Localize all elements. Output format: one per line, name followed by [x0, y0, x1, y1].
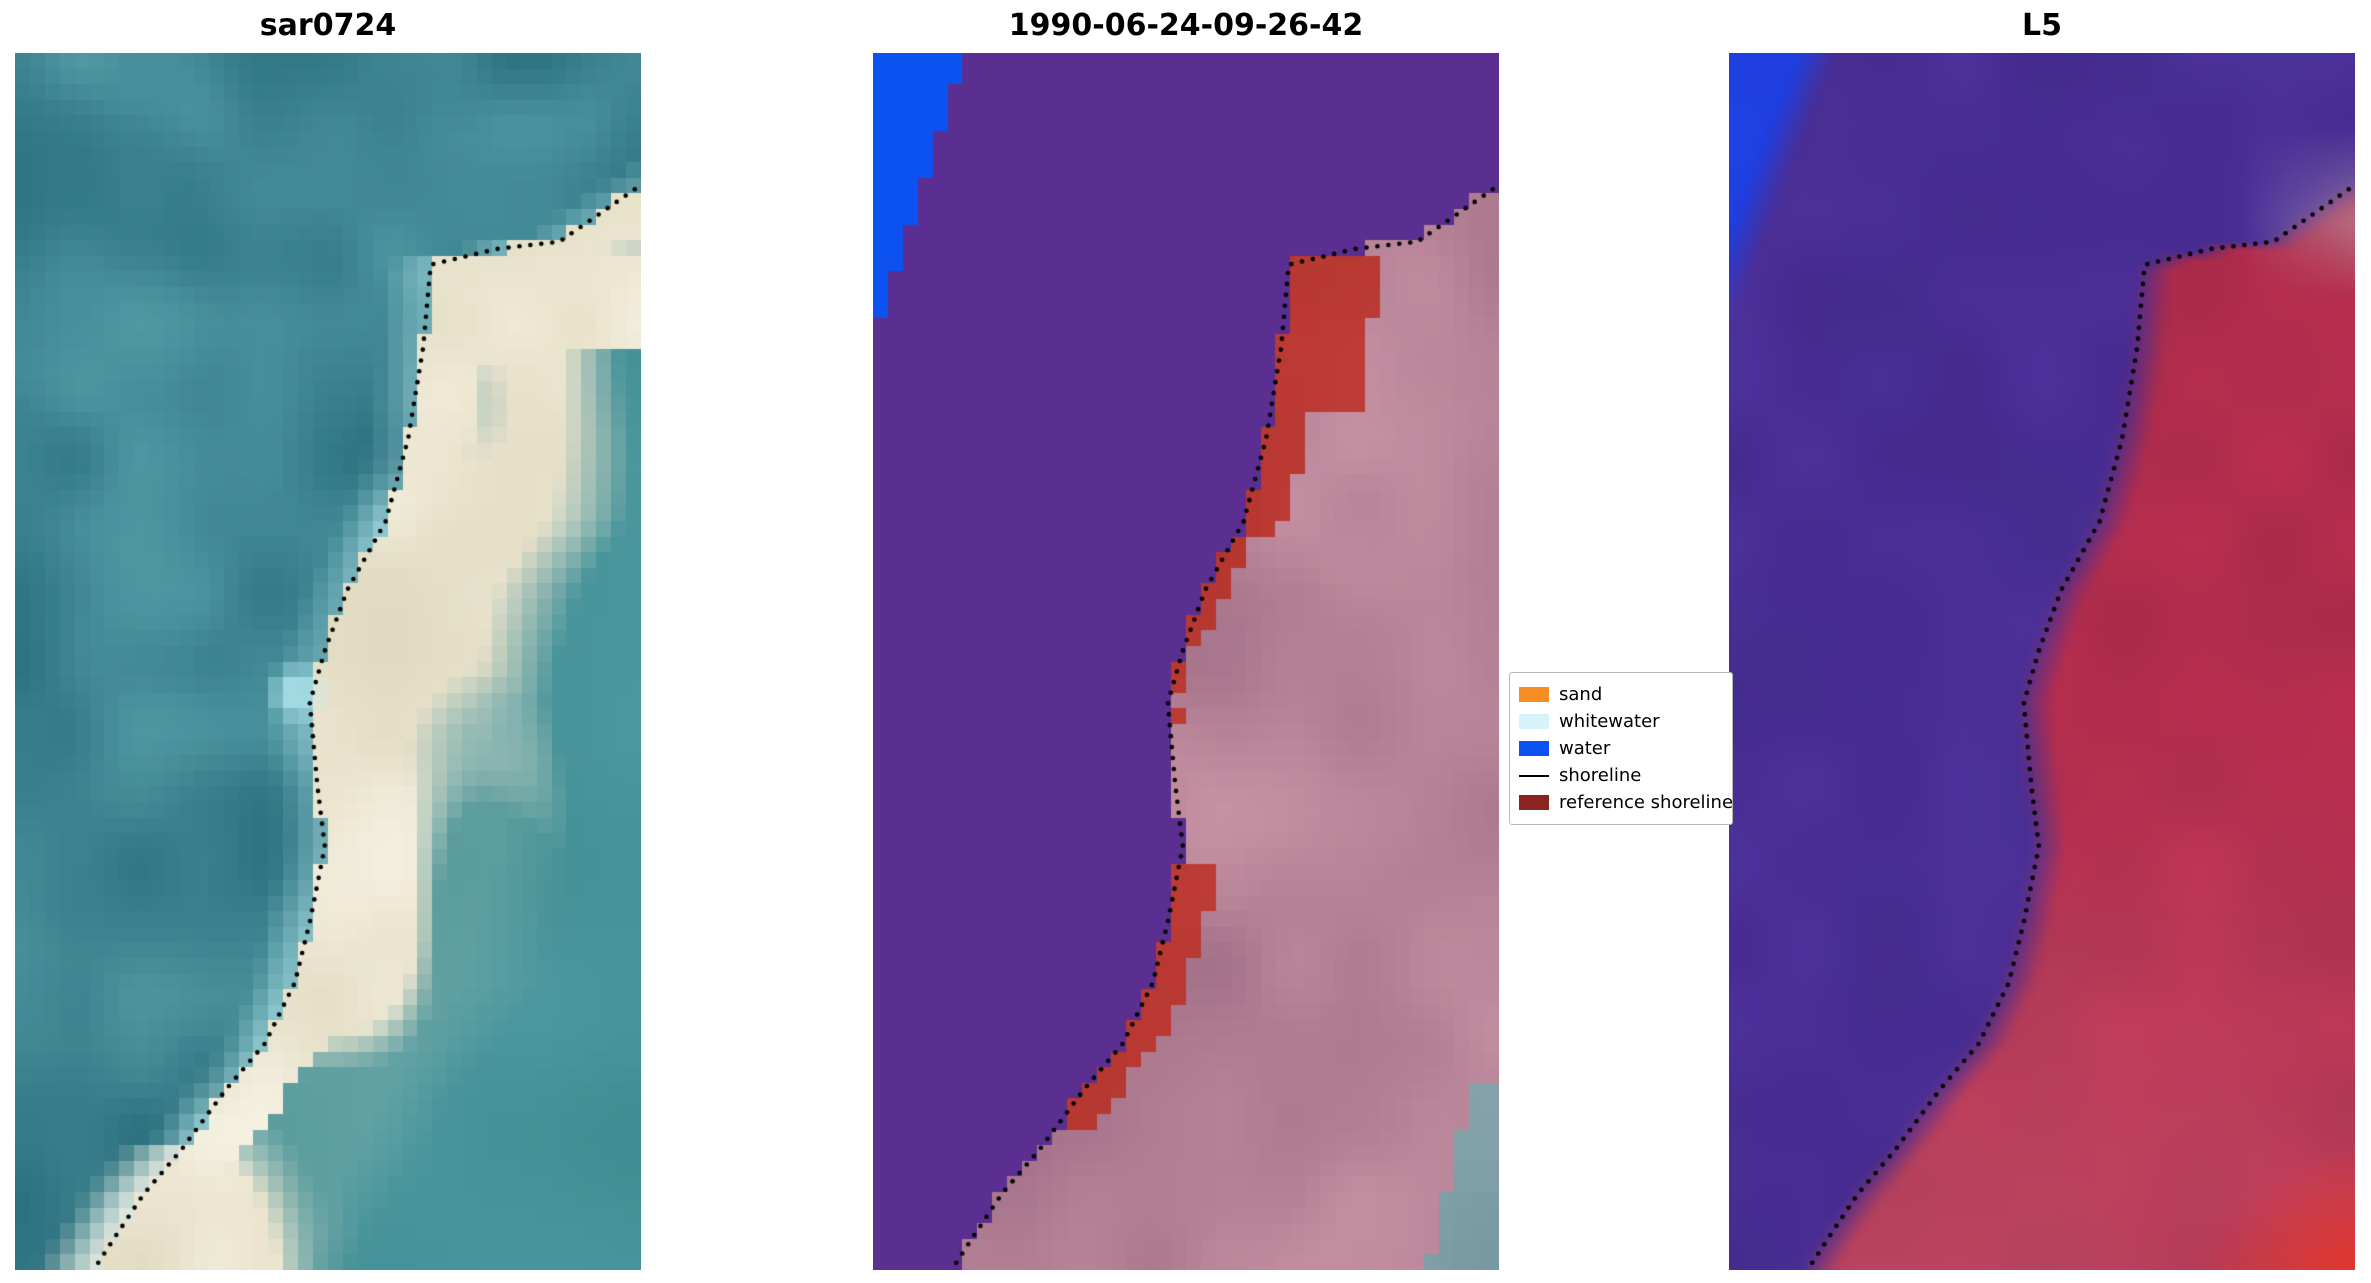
whitewater-swatch-icon	[1519, 714, 1549, 729]
legend: sand whitewater water shoreline referenc…	[1509, 672, 1733, 825]
classification-image	[873, 53, 1499, 1270]
sand-swatch-icon	[1519, 687, 1549, 702]
water-swatch-icon	[1519, 741, 1549, 756]
legend-item-shoreline: shoreline	[1519, 762, 1732, 789]
panel-title-l5: L5	[2022, 8, 2062, 43]
reference-shoreline-swatch-icon	[1519, 795, 1549, 810]
legend-item-whitewater: whitewater	[1519, 708, 1732, 735]
panel-sar0724: sar0724	[15, 8, 641, 1270]
shoreline-line-icon	[1519, 774, 1549, 777]
panel-l5: L5	[1729, 8, 2355, 1270]
panel-classification: 1990-06-24-09-26-42	[873, 8, 1499, 1270]
legend-item-water: water	[1519, 735, 1732, 762]
legend-label-water: water	[1559, 738, 1611, 759]
legend-item-sand: sand	[1519, 681, 1732, 708]
legend-label-shoreline: shoreline	[1559, 765, 1642, 786]
sar-image	[15, 53, 641, 1270]
legend-label-sand: sand	[1559, 684, 1603, 705]
legend-label-whitewater: whitewater	[1559, 711, 1660, 732]
panel-title-sar0724: sar0724	[259, 8, 397, 43]
l5-rgb-image	[1729, 53, 2355, 1270]
panel-title-classification: 1990-06-24-09-26-42	[1008, 8, 1364, 43]
legend-item-reference-shoreline: reference shoreline	[1519, 789, 1732, 816]
legend-label-reference-shoreline: reference shoreline	[1559, 792, 1733, 813]
